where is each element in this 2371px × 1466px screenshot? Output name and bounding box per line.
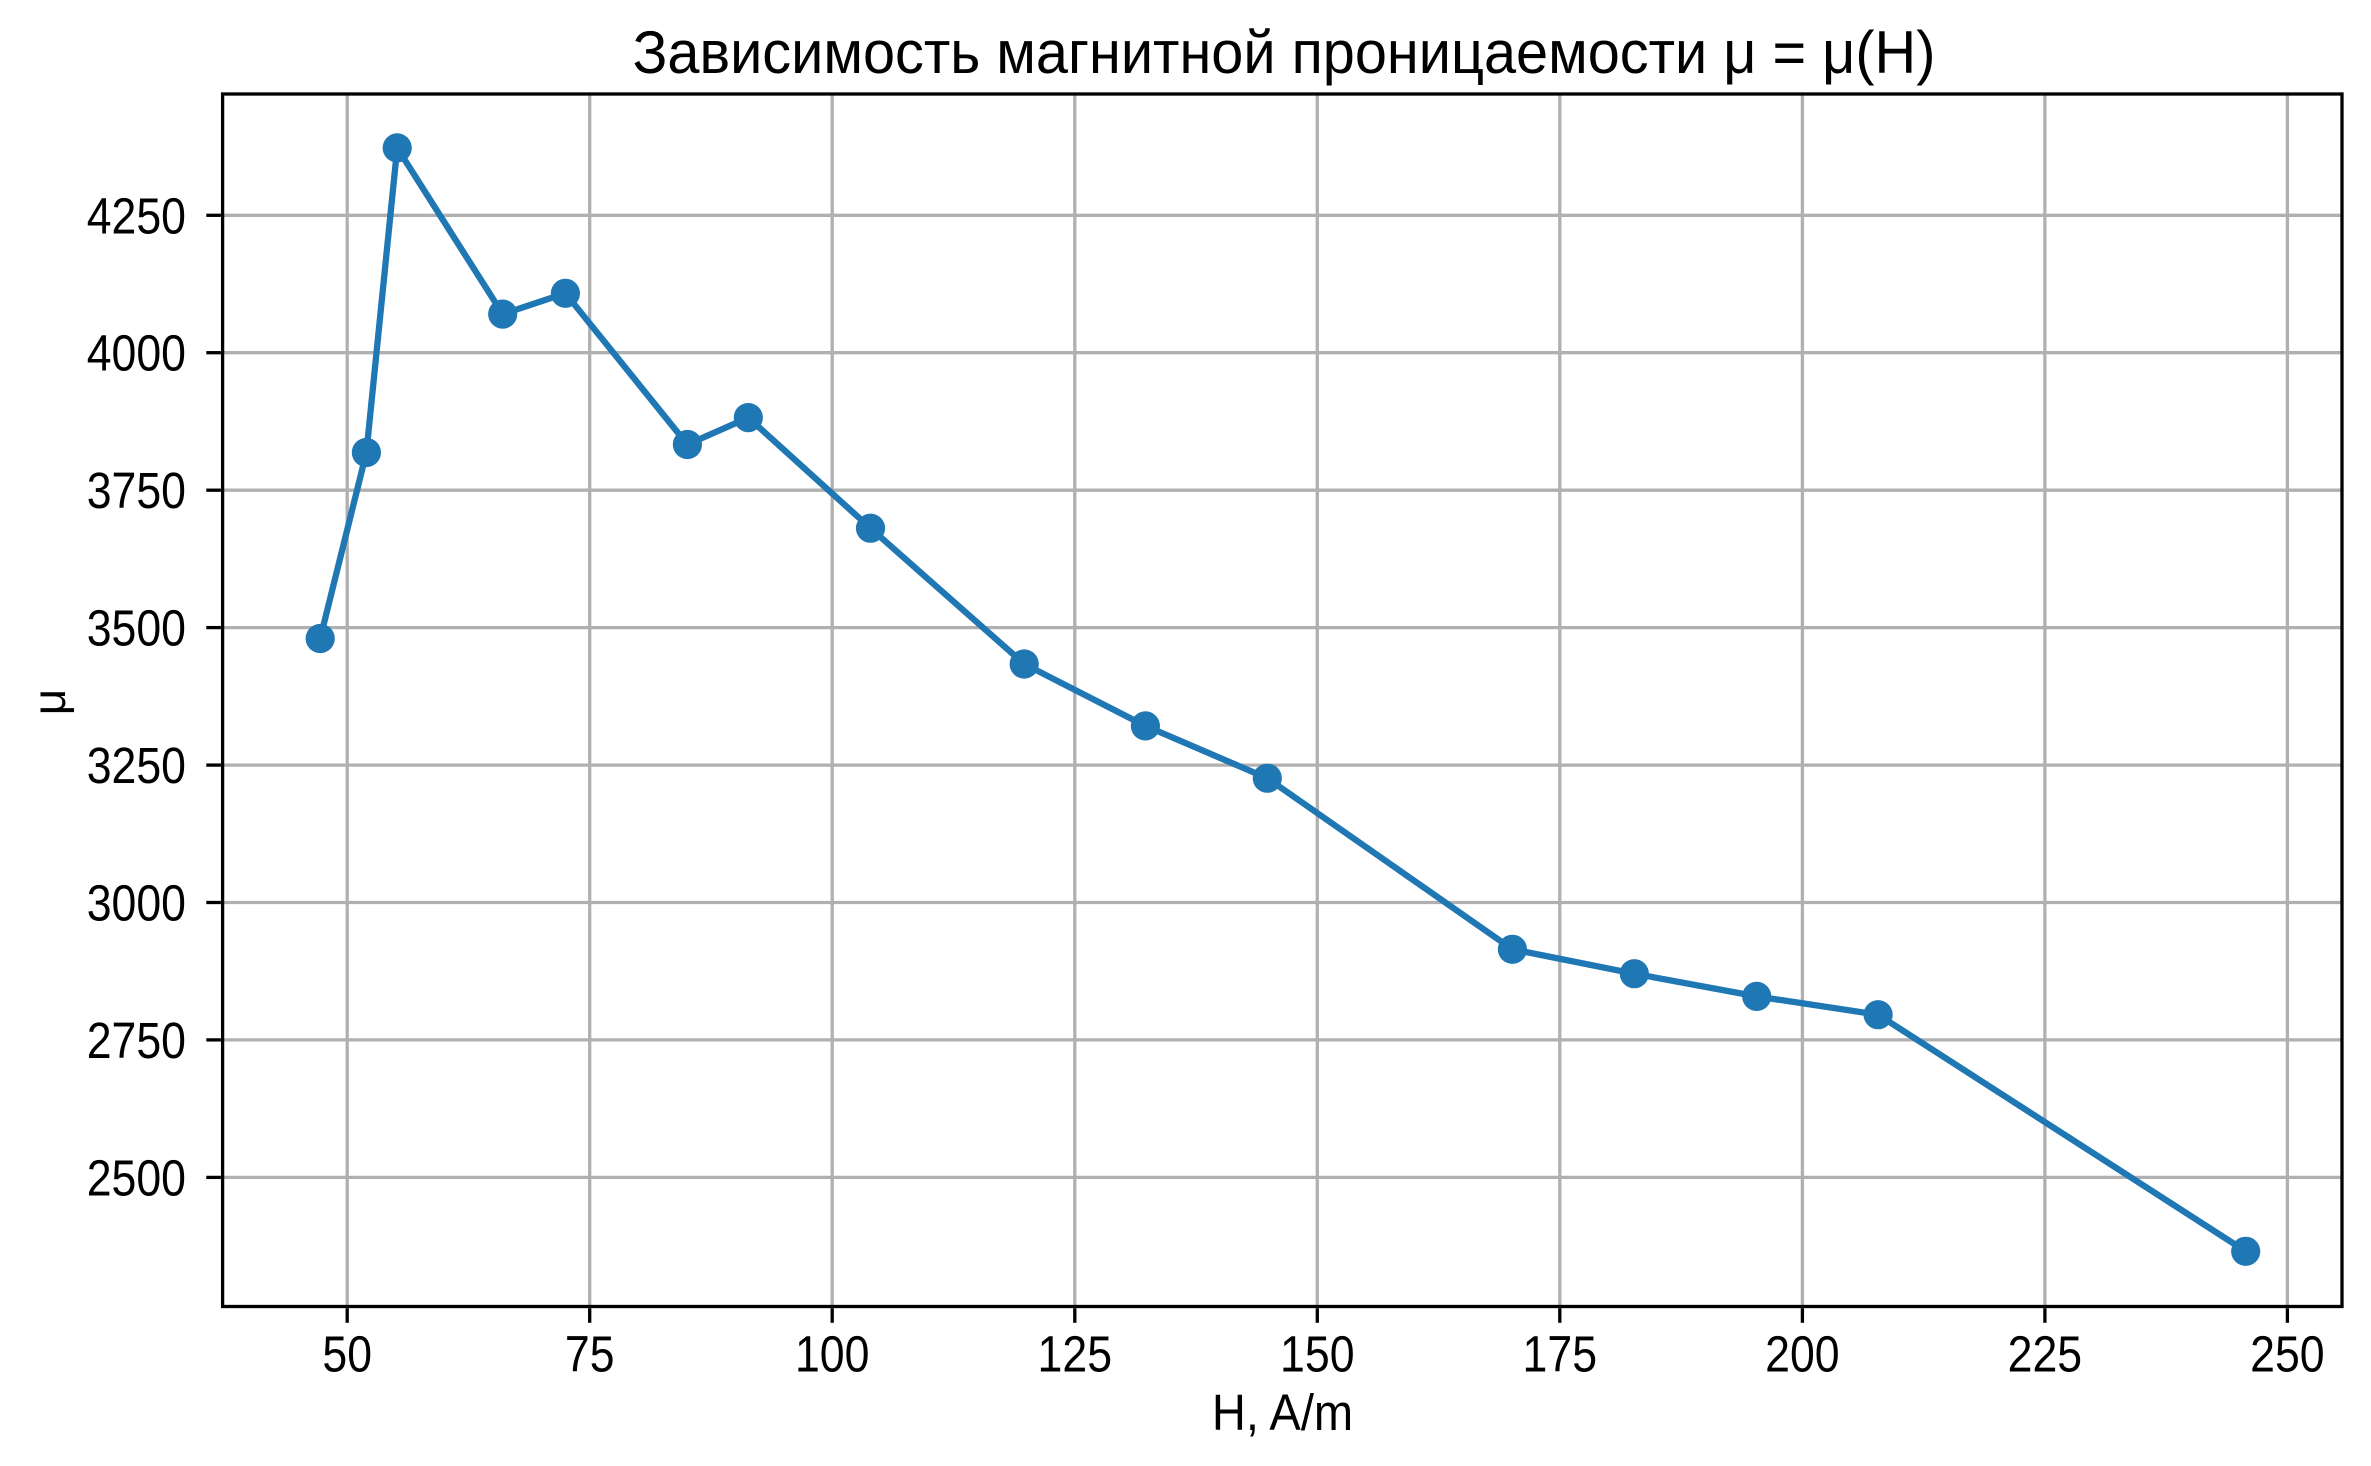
svg-text:3750: 3750 bbox=[87, 462, 186, 519]
svg-text:4250: 4250 bbox=[87, 187, 186, 244]
svg-text:225: 225 bbox=[2008, 1326, 2083, 1383]
svg-text:3250: 3250 bbox=[87, 737, 186, 794]
svg-text:Зависимость магнитной проницае: Зависимость магнитной проницаемости μ = … bbox=[633, 19, 1936, 86]
svg-text:μ: μ bbox=[23, 689, 75, 716]
svg-text:150: 150 bbox=[1280, 1326, 1355, 1383]
svg-text:3500: 3500 bbox=[87, 600, 186, 657]
svg-text:H, A/m: H, A/m bbox=[1212, 1384, 1353, 1441]
svg-text:2500: 2500 bbox=[87, 1149, 186, 1206]
svg-text:4000: 4000 bbox=[87, 325, 186, 382]
svg-text:175: 175 bbox=[1523, 1326, 1598, 1383]
svg-text:200: 200 bbox=[1765, 1326, 1840, 1383]
svg-text:3000: 3000 bbox=[87, 875, 186, 932]
svg-text:50: 50 bbox=[322, 1326, 372, 1383]
svg-text:125: 125 bbox=[1038, 1326, 1113, 1383]
svg-text:2750: 2750 bbox=[87, 1012, 186, 1069]
svg-text:75: 75 bbox=[565, 1326, 615, 1383]
svg-text:100: 100 bbox=[795, 1326, 870, 1383]
svg-text:250: 250 bbox=[2250, 1326, 2325, 1383]
